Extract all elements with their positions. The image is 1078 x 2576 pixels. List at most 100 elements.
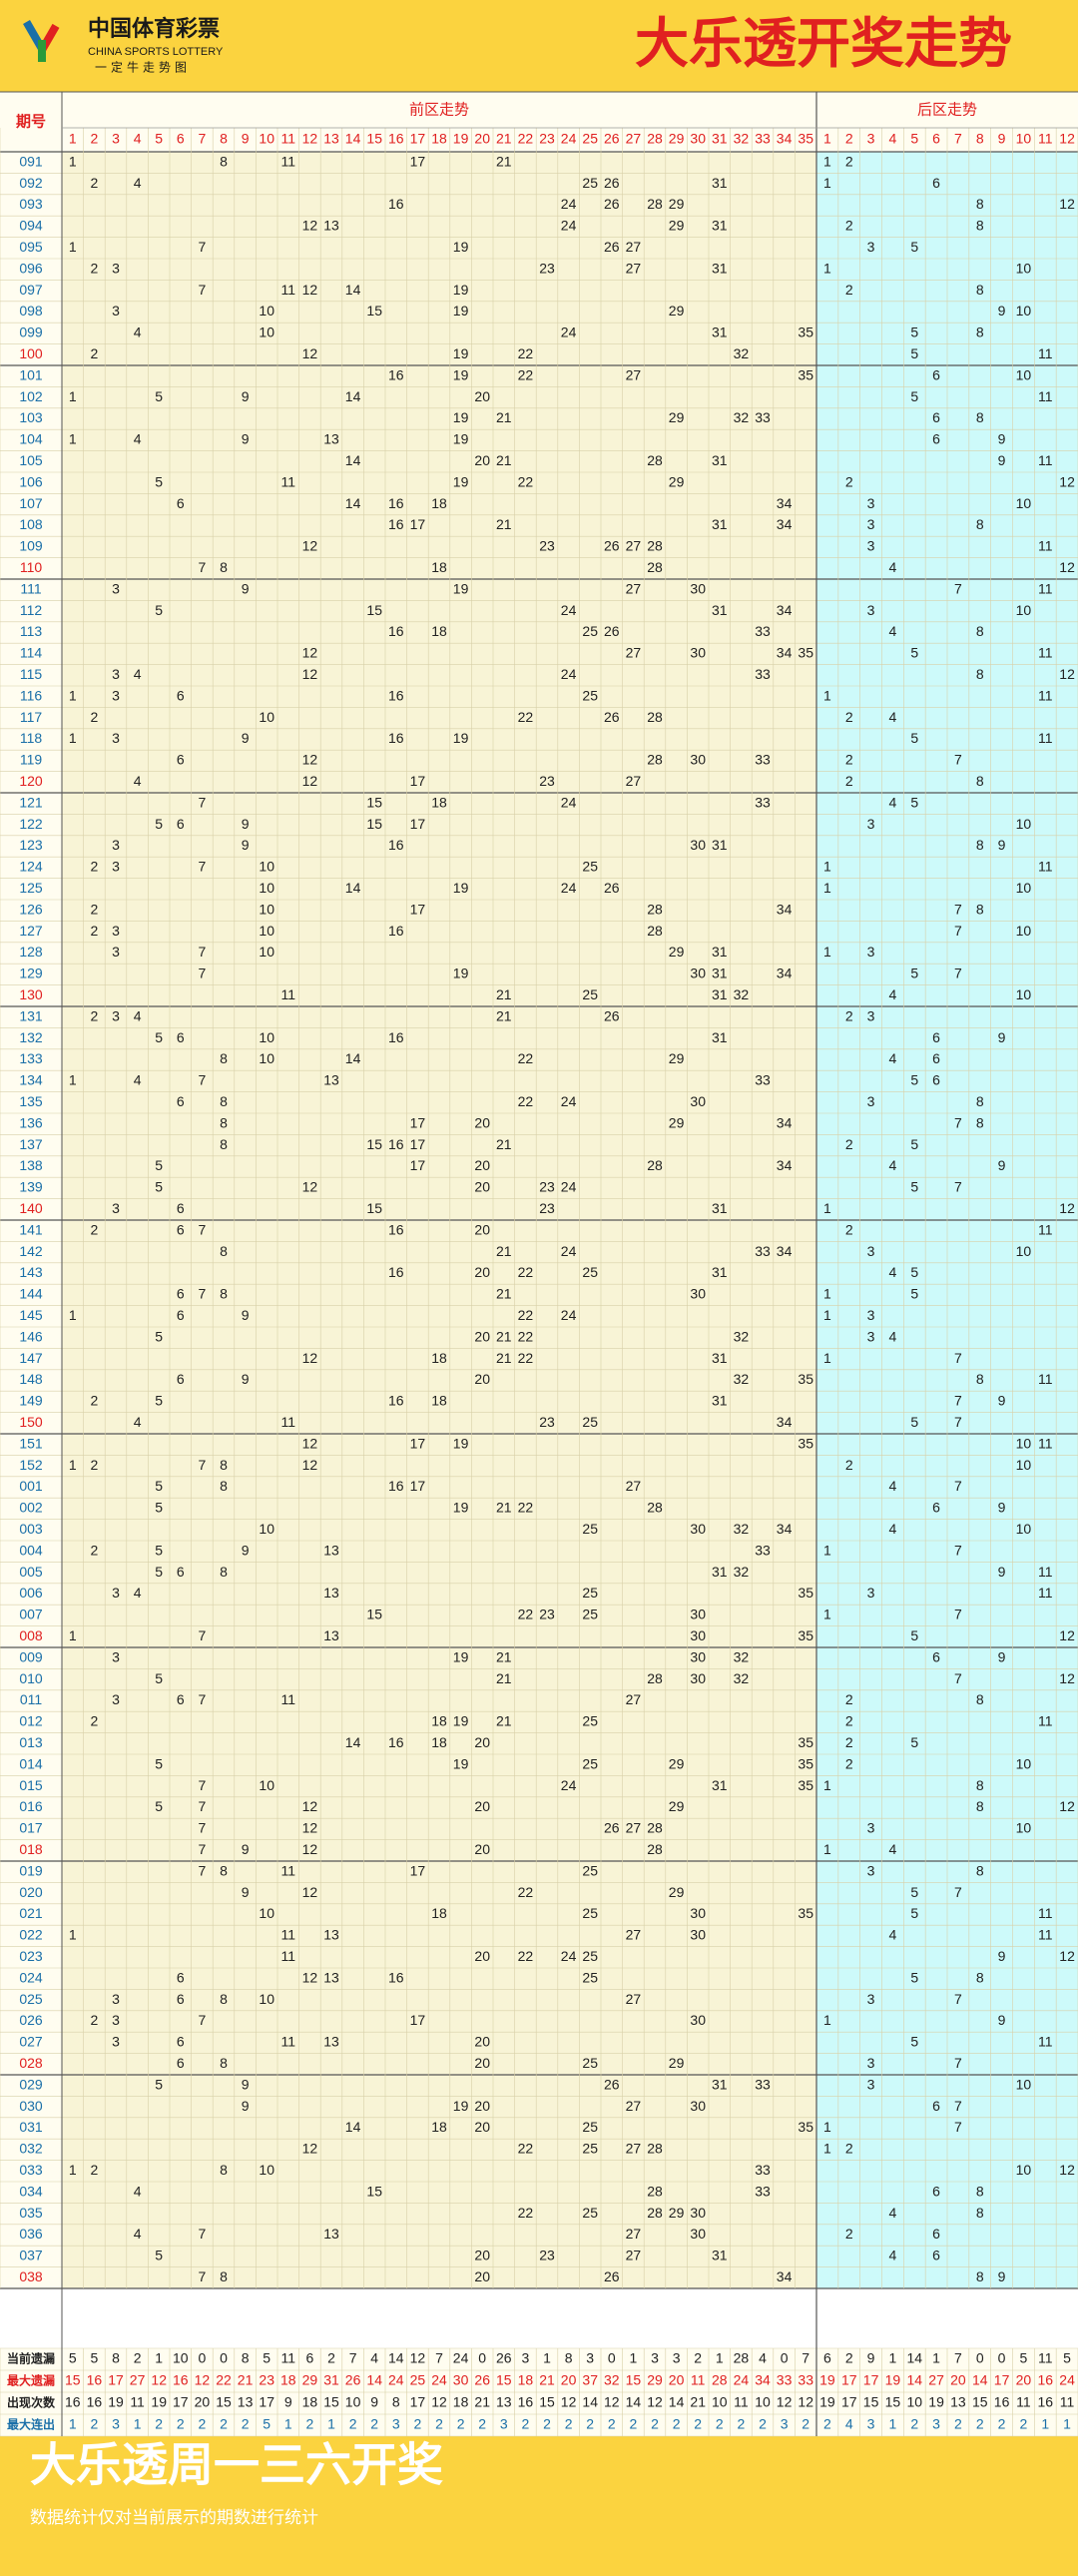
- logo-en: CHINA SPORTS LOTTERY: [88, 46, 224, 58]
- back-number: 7: [954, 1670, 962, 1686]
- front-number: 28: [647, 2141, 663, 2157]
- front-number: 17: [410, 2012, 426, 2028]
- front-number: 10: [259, 1029, 274, 1045]
- front-number: 6: [177, 2055, 185, 2071]
- front-number: 20: [474, 2268, 490, 2284]
- period: 119: [20, 752, 43, 768]
- front-number: 3: [112, 580, 120, 596]
- front-number: 20: [474, 1798, 490, 1814]
- back-number: 9: [998, 837, 1006, 853]
- stat-value: 26: [496, 2350, 512, 2366]
- period: 113: [20, 623, 43, 639]
- front-number: 9: [242, 2098, 250, 2114]
- stat-value: 2: [565, 2416, 573, 2432]
- front-number: 34: [777, 645, 793, 661]
- stat-value: 3: [522, 2350, 530, 2366]
- front-number: 22: [518, 1607, 534, 1622]
- stat-value: 29: [302, 2372, 318, 2388]
- back-number: 4: [889, 2248, 897, 2263]
- front-number: 25: [582, 859, 598, 875]
- period: 114: [20, 645, 43, 661]
- front-number: 21: [496, 1500, 512, 1516]
- period: 019: [19, 1862, 43, 1878]
- stat-value: 16: [173, 2372, 189, 2388]
- stat-value: 27: [928, 2372, 944, 2388]
- back-number: 9: [998, 452, 1006, 468]
- front-number: 34: [777, 602, 793, 618]
- period: 116: [20, 687, 43, 703]
- back-number: 12: [1059, 1798, 1075, 1814]
- front-number: 16: [388, 1029, 404, 1045]
- back-number: 12: [1059, 1200, 1075, 1216]
- back-number: 9: [998, 1948, 1006, 1964]
- front-number: 10: [259, 2162, 274, 2178]
- back-number: 9: [998, 431, 1006, 447]
- front-number: 5: [155, 1328, 163, 1344]
- front-number: 35: [798, 324, 813, 340]
- front-number: 20: [474, 388, 490, 404]
- stat-value: 14: [972, 2372, 988, 2388]
- front-number: 25: [582, 1264, 598, 1280]
- front-number: 26: [604, 538, 620, 554]
- stat-value: 17: [863, 2372, 879, 2388]
- period: 016: [19, 1798, 43, 1814]
- front-number: 28: [647, 2205, 663, 2221]
- front-number: 10: [259, 1777, 274, 1793]
- front-number: 34: [777, 2268, 793, 2284]
- stat-value: 12: [647, 2394, 663, 2410]
- stat-value: 3: [673, 2350, 681, 2366]
- back-number: 6: [932, 409, 940, 425]
- back-number: 1: [823, 2119, 831, 2135]
- front-number: 31: [712, 986, 728, 1002]
- front-number: 30: [690, 1286, 706, 1302]
- front-number: 14: [345, 282, 361, 298]
- front-number: 5: [155, 816, 163, 832]
- back-number: 1: [823, 260, 831, 276]
- back-number: 9: [998, 1157, 1006, 1173]
- period: 150: [19, 1414, 43, 1430]
- stat-value: 11: [130, 2394, 145, 2410]
- front-number: 2: [91, 2162, 99, 2178]
- front-number: 20: [474, 2248, 490, 2263]
- stat-value: 16: [518, 2394, 534, 2410]
- front-number: 18: [431, 794, 447, 810]
- front-number: 5: [155, 2076, 163, 2092]
- front-number: 18: [431, 1734, 447, 1750]
- column-number: 29: [669, 131, 685, 147]
- front-number: 1: [69, 2162, 77, 2178]
- front-number: 16: [388, 1393, 404, 1409]
- back-number: 11: [1038, 730, 1053, 746]
- logo-sub: 一定牛走势图: [95, 60, 191, 75]
- front-number: 24: [561, 1777, 577, 1793]
- period: 017: [19, 1820, 43, 1836]
- period: 093: [19, 196, 43, 212]
- column-number: 1: [69, 131, 77, 147]
- front-number: 16: [388, 516, 404, 532]
- stat-value: 21: [690, 2394, 706, 2410]
- back-number: 8: [976, 2183, 984, 2199]
- period: 098: [19, 303, 43, 319]
- period: 136: [19, 1114, 43, 1130]
- stat-value: 2: [242, 2416, 250, 2432]
- front-number: 35: [798, 1435, 813, 1451]
- front-number: 34: [777, 495, 793, 511]
- front-number: 3: [112, 303, 120, 319]
- column-number: 2: [845, 131, 853, 147]
- front-number: 26: [604, 709, 620, 725]
- front-number: 26: [604, 239, 620, 255]
- stat-value: 2: [327, 2350, 335, 2366]
- period: 128: [19, 944, 43, 960]
- back-number: 9: [998, 1648, 1006, 1664]
- front-number: 5: [155, 473, 163, 489]
- front-number: 33: [755, 2183, 771, 2199]
- back-number: 6: [932, 431, 940, 447]
- back-number: 2: [845, 709, 853, 725]
- front-number: 34: [777, 1157, 793, 1173]
- stat-value: 23: [259, 2372, 274, 2388]
- front-number: 3: [112, 666, 120, 682]
- stat-value: 5: [263, 2350, 270, 2366]
- front-number: 17: [410, 901, 426, 917]
- period: 142: [19, 1243, 43, 1259]
- back-number: 7: [954, 1991, 962, 2007]
- stat-value: 3: [112, 2416, 120, 2432]
